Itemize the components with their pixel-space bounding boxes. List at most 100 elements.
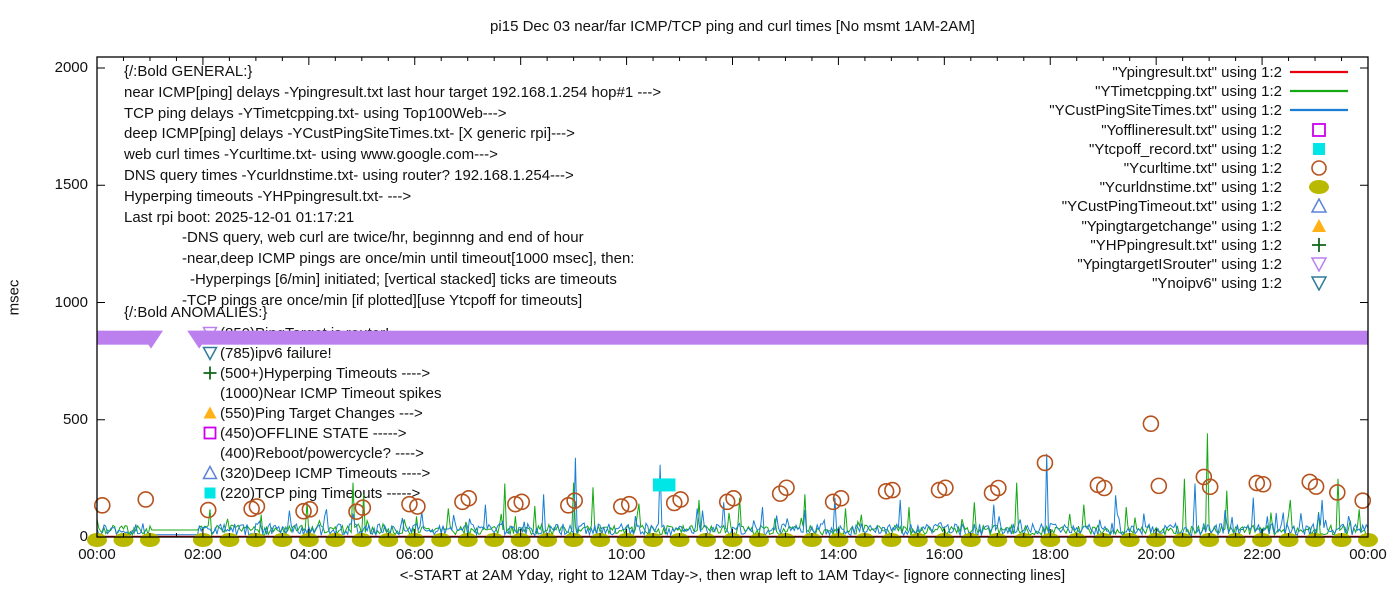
dns-time-point bbox=[1199, 533, 1220, 547]
triangle-down-point bbox=[1310, 276, 1328, 292]
curl-time-point bbox=[1328, 484, 1346, 501]
anomalies-header: {/:Bold ANOMALIES:} bbox=[124, 304, 268, 321]
curl-time-point bbox=[454, 493, 471, 511]
dns-time-point bbox=[404, 533, 425, 547]
dns-time-point bbox=[1146, 533, 1167, 547]
curl-time-point bbox=[937, 479, 954, 497]
curl-time-point bbox=[301, 501, 319, 518]
dns-time-point bbox=[1172, 533, 1193, 547]
dns-time-point bbox=[722, 533, 743, 547]
dns-time-point bbox=[590, 533, 611, 547]
ping-target-is-router-band bbox=[97, 330, 152, 345]
legend-marker-plus-icon bbox=[1312, 237, 1326, 252]
dns-time-point bbox=[934, 533, 955, 547]
dns-time-point bbox=[325, 533, 346, 547]
dns-time-point bbox=[378, 533, 399, 547]
legend-marker-circle-open-icon bbox=[1311, 160, 1327, 176]
legend-marker-dot-filled-icon bbox=[1309, 180, 1329, 195]
x-tick-label: 10:00 bbox=[607, 546, 646, 563]
curl-time-point bbox=[877, 482, 895, 500]
dns-time-point bbox=[537, 533, 558, 547]
anomaly-annotation-line: (320)Deep ICMP Timeouts ----> bbox=[220, 465, 431, 482]
dns-time-point bbox=[192, 533, 213, 547]
curl-time-point bbox=[1201, 478, 1219, 496]
y-tick-label: 0 bbox=[79, 528, 88, 545]
triangle-down-point bbox=[1310, 257, 1328, 272]
curl-time-point bbox=[1307, 478, 1325, 495]
curl-time-point bbox=[1195, 468, 1213, 486]
square-filled-icon bbox=[204, 487, 216, 499]
deep-icmp-timeout-point bbox=[202, 465, 218, 480]
curl-time-point bbox=[1354, 492, 1372, 509]
curl-time-point bbox=[348, 503, 365, 520]
legend-marker-line-icon bbox=[1290, 70, 1348, 74]
triangle-down-point bbox=[202, 346, 218, 361]
legend-label: "YpingtargetISrouter" using 1:2 bbox=[1077, 256, 1282, 273]
x-tick-label: 00:00 bbox=[78, 546, 116, 563]
curl-time-point bbox=[566, 492, 583, 509]
dns-time-point bbox=[643, 533, 664, 547]
dns-time-point bbox=[748, 533, 769, 547]
dns-time-point bbox=[1278, 533, 1299, 547]
dns-time-point bbox=[828, 533, 849, 547]
tcp-timeout-point bbox=[652, 478, 666, 492]
triangle-up-filled-icon bbox=[203, 406, 217, 419]
series-Ytcpoff_record.txt bbox=[652, 478, 676, 492]
legend-marker-square-open-icon bbox=[1312, 122, 1326, 137]
dns-time-point bbox=[616, 533, 637, 547]
x-axis-label: <-START at 2AM Yday, right to 12AM Tday-… bbox=[399, 567, 1066, 584]
dns-time-point bbox=[1013, 533, 1034, 547]
curl-time-point bbox=[718, 493, 736, 511]
anomaly-annotation-line: (500+)Hyperping Timeouts ----> bbox=[220, 365, 431, 382]
x-tick-label: 08:00 bbox=[501, 546, 540, 563]
dns-time-point bbox=[245, 533, 266, 547]
legend-label: "YCustPingSiteTimes.txt" using 1:2 bbox=[1049, 102, 1282, 120]
legend-label: "Ytcpoff_record.txt" using 1:2 bbox=[1089, 140, 1282, 158]
legend-label: "YCustPingTimeout.txt" using 1:2 bbox=[1061, 198, 1282, 216]
general-annotation-line: -Hyperpings [6/min] initiated; [vertical… bbox=[190, 271, 617, 288]
x-tick-label: 04:00 bbox=[290, 546, 328, 563]
curl-time-point bbox=[672, 491, 689, 508]
general-annotation-line: deep ICMP[ping] delays -YCustPingSiteTim… bbox=[124, 125, 575, 143]
band-end-triangle bbox=[139, 330, 164, 349]
legend-label: "Ycurltime.txt" using 1:2 bbox=[1123, 160, 1282, 177]
curl-time-point bbox=[884, 481, 901, 499]
dns-time-point bbox=[1331, 533, 1352, 547]
triangle-up-open-icon bbox=[202, 465, 218, 480]
dns-time-point bbox=[139, 533, 160, 547]
dns-time-point bbox=[775, 533, 796, 547]
curl-time-point bbox=[983, 484, 1001, 502]
dns-time-point bbox=[1066, 533, 1087, 547]
anomaly-annotation-line: (1000)Near ICMP Timeout spikes bbox=[220, 385, 442, 402]
chart-title: pi15 Dec 03 near/far ICMP/TCP ping and c… bbox=[490, 18, 975, 35]
dns-time-point bbox=[219, 533, 240, 547]
offline-state-point bbox=[1312, 122, 1326, 137]
curl-time-point bbox=[507, 495, 524, 513]
dns-time-point bbox=[351, 533, 372, 547]
dns-time-point bbox=[431, 533, 452, 547]
curl-time-point bbox=[990, 479, 1007, 497]
legend-marker-triangle-down-open-icon bbox=[1310, 276, 1328, 292]
dns-time-point bbox=[113, 533, 134, 547]
tcp-timeout-point bbox=[204, 487, 216, 499]
dns-time-point bbox=[801, 533, 822, 547]
dns-time-point bbox=[1358, 533, 1378, 547]
legend-marker-triangle-up-open-icon bbox=[1310, 198, 1328, 214]
legend-marker-square-filled-icon bbox=[1313, 142, 1325, 155]
triangle-down-point bbox=[202, 326, 218, 341]
curl-time-point bbox=[771, 485, 789, 502]
general-annotation-line: Hyperping timeouts -YHPpingresult.txt- -… bbox=[124, 187, 412, 205]
x-tick-label: 00:00 bbox=[1349, 546, 1387, 563]
curl-time-point bbox=[1311, 160, 1327, 176]
legend-marker-line-icon bbox=[1290, 109, 1348, 112]
curl-time-point bbox=[1301, 473, 1319, 491]
general-annotation-line: near ICMP[ping] delays -Ypingresult.txt … bbox=[124, 83, 662, 101]
curl-time-point bbox=[930, 481, 948, 499]
dns-time-point bbox=[457, 533, 478, 547]
curl-time-point bbox=[1248, 474, 1266, 492]
curl-time-point bbox=[243, 500, 260, 518]
tcp-timeout-point bbox=[662, 478, 676, 492]
legend-marker-triangle-down-open-icon bbox=[1310, 257, 1328, 272]
ping-target-change-point bbox=[1312, 218, 1326, 232]
